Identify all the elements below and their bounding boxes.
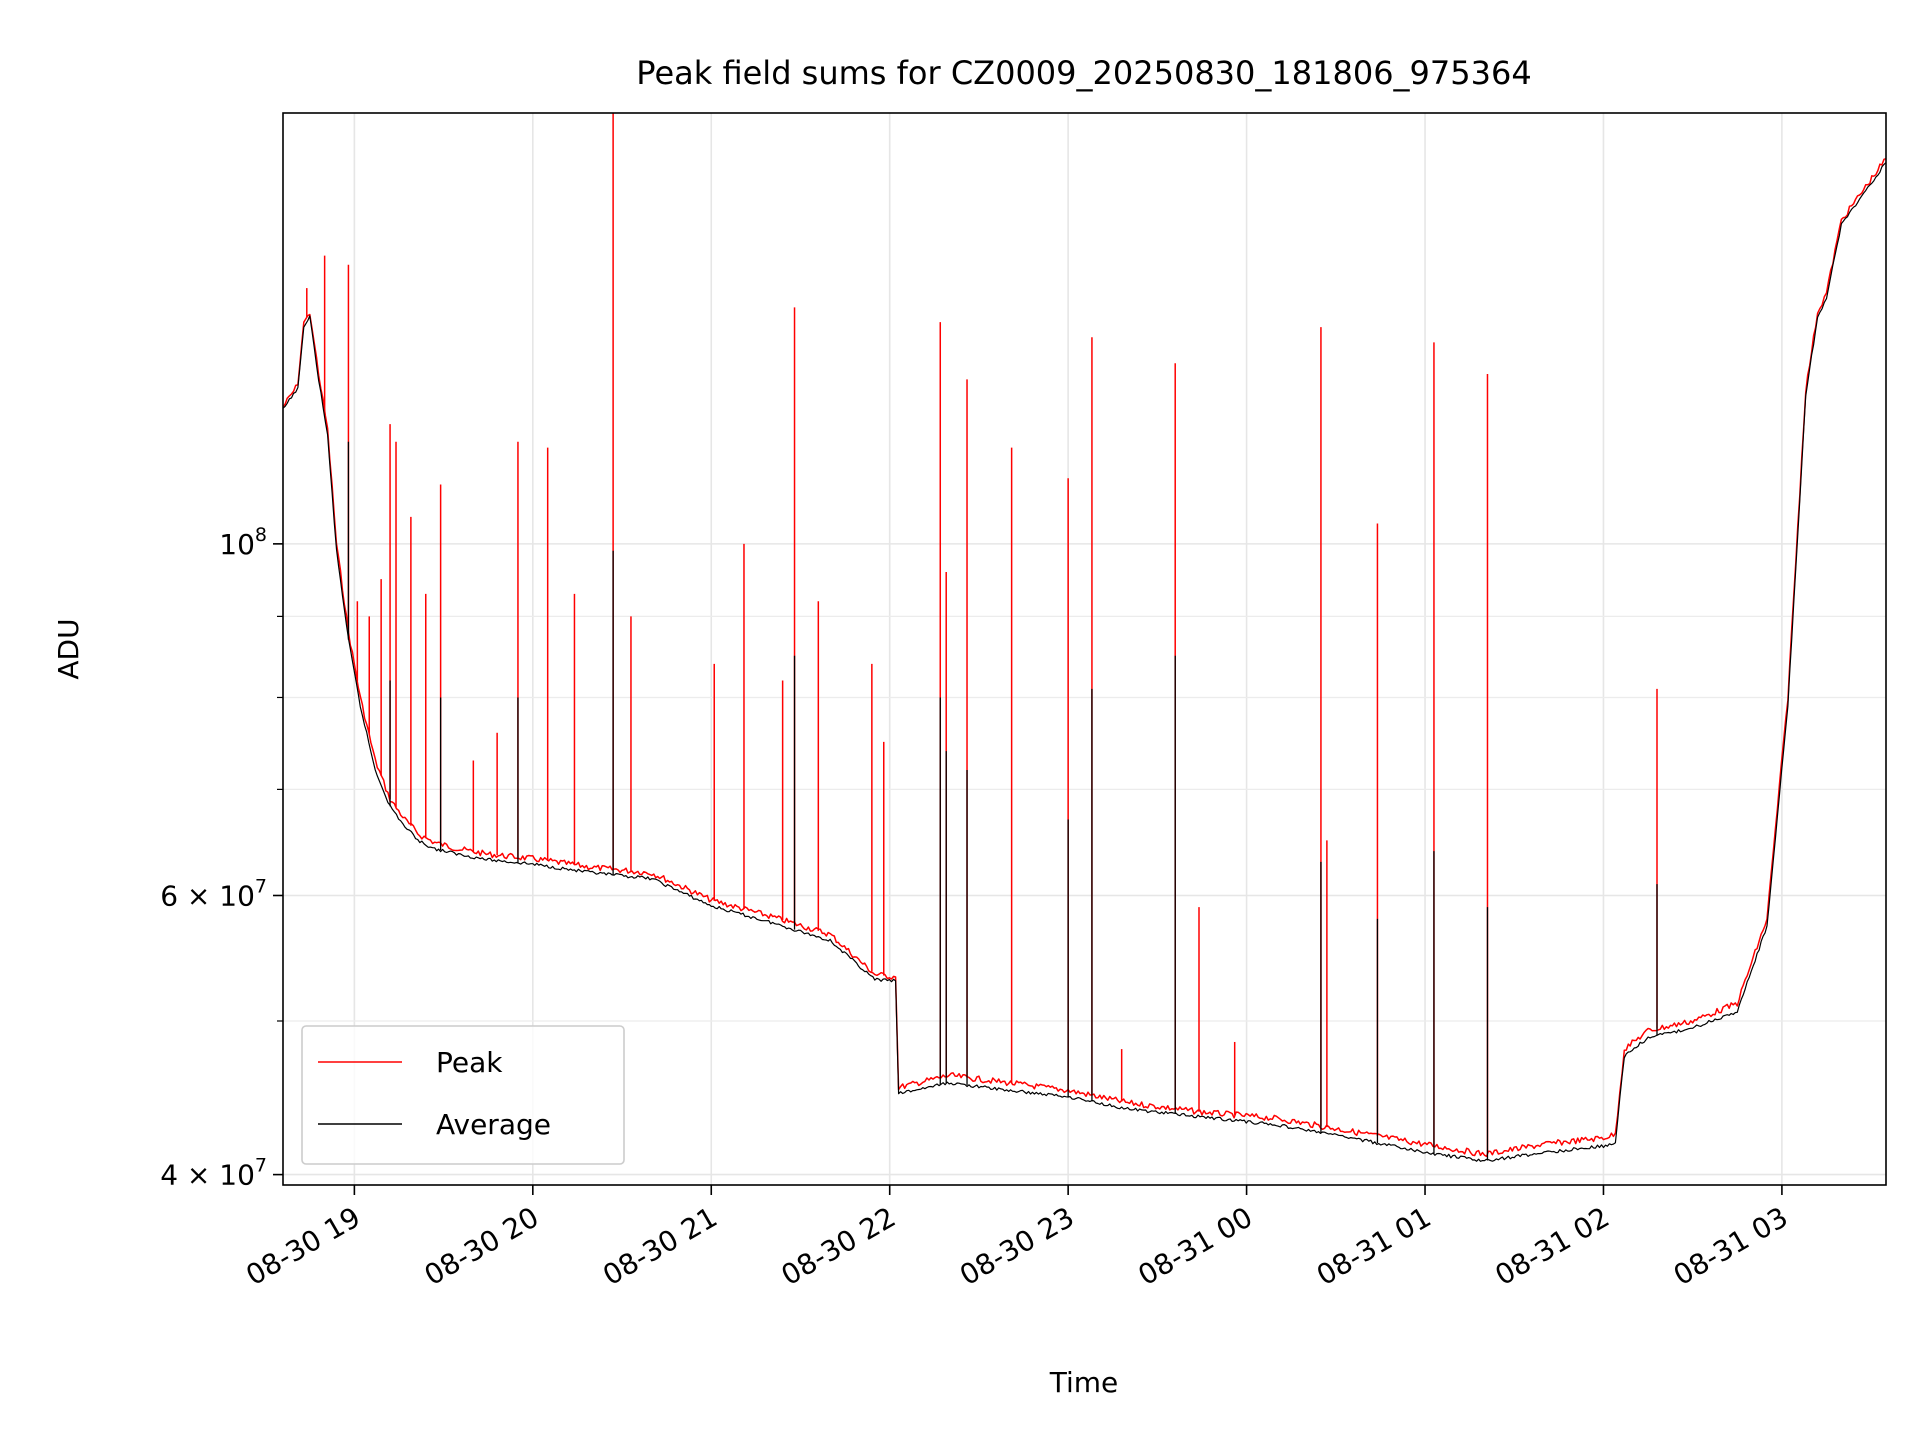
y-axis-label: ADU [52,618,85,679]
chart-title: Peak field sums for CZ0009_20250830_1818… [636,54,1531,92]
legend-box [301,1025,625,1165]
average-line [282,162,1887,1162]
legend-label-peak: Peak [436,1046,503,1079]
y-tick-label: 6 × 107 [160,875,267,912]
plot-frame [282,112,1887,1186]
y-tick-label: 4 × 107 [160,1155,267,1192]
average-series [282,162,1887,1162]
y-tick-label: 108 [219,524,267,561]
y-axis: 4 × 107 6 × 107 108 [160,524,283,1192]
legend: Peak Average [301,1025,625,1165]
peak-line [282,157,1887,1158]
x-axis-label: Time [1049,1366,1119,1399]
legend-label-average: Average [436,1108,551,1141]
series-layer [282,113,1887,1162]
